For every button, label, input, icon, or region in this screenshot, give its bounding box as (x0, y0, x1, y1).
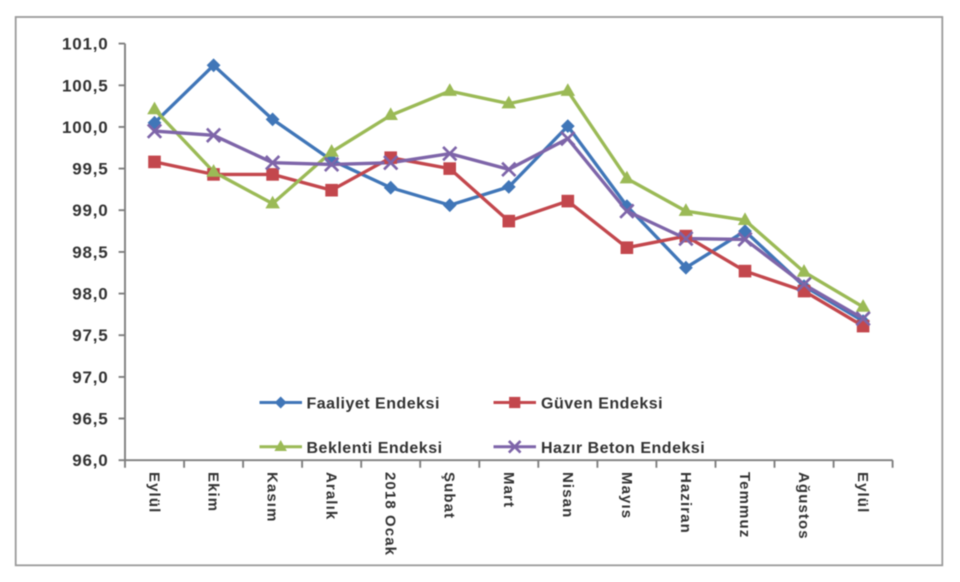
svg-text:Ekim: Ekim (205, 472, 222, 512)
svg-text:Kasım: Kasım (264, 472, 281, 523)
svg-text:Şubat: Şubat (441, 472, 458, 519)
svg-text:96,0: 96,0 (72, 451, 108, 470)
svg-text:97,5: 97,5 (72, 326, 108, 345)
svg-text:Faaliyet Endeksi: Faaliyet Endeksi (307, 396, 440, 413)
svg-text:Haziran: Haziran (677, 472, 694, 534)
svg-text:98,5: 98,5 (72, 243, 108, 262)
svg-text:Ağustos: Ağustos (795, 472, 812, 540)
svg-text:Mayıs: Mayıs (618, 472, 635, 519)
svg-text:96,5: 96,5 (72, 410, 108, 429)
svg-text:Temmuz: Temmuz (736, 472, 753, 538)
svg-text:100,5: 100,5 (62, 76, 109, 95)
svg-text:Eylül: Eylül (146, 472, 163, 513)
svg-text:97,0: 97,0 (72, 368, 108, 387)
svg-text:98,0: 98,0 (72, 285, 108, 304)
svg-text:Güven Endeksi: Güven Endeksi (541, 396, 663, 413)
svg-text:Eylül: Eylül (854, 472, 871, 513)
svg-text:100,0: 100,0 (62, 118, 109, 137)
svg-text:Mart: Mart (500, 472, 517, 508)
svg-text:101,0: 101,0 (62, 35, 109, 54)
svg-text:2018 Ocak: 2018 Ocak (382, 472, 399, 556)
svg-text:Nisan: Nisan (559, 472, 576, 518)
svg-text:99,5: 99,5 (72, 160, 108, 179)
svg-text:Aralık: Aralık (323, 472, 340, 520)
svg-text:Beklenti Endeksi: Beklenti Endeksi (307, 440, 443, 457)
svg-text:Hazır Beton Endeksi: Hazır Beton Endeksi (541, 440, 705, 457)
svg-text:99,0: 99,0 (72, 201, 108, 220)
